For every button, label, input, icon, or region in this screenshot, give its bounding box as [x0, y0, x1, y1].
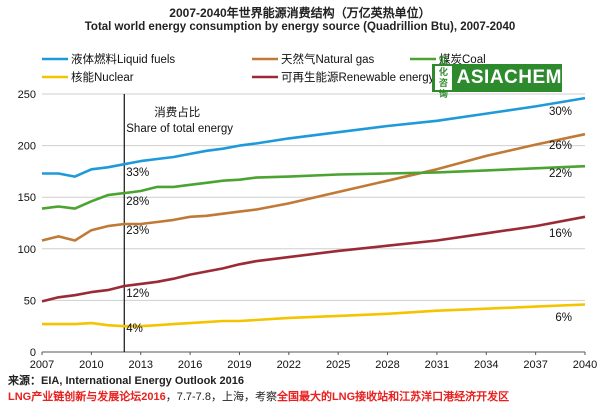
y-tick-label: 100: [18, 244, 36, 256]
x-tick-label: 2034: [474, 359, 498, 371]
series-line-0: [42, 96, 586, 178]
legend-label-0: 液体燃料Liquid fuels: [71, 52, 175, 66]
share-label-2040: 6%: [555, 312, 572, 324]
legend-label-4: 可再生能源Renewable energy: [281, 70, 435, 84]
legend-label-2: 煤炭Coal: [439, 53, 486, 66]
y-tick-label: 0: [30, 347, 36, 359]
x-tick-label: 2013: [128, 359, 152, 371]
share-label-2012: 23%: [126, 225, 149, 237]
event-name: LNG产业链创新与发展论坛2016: [8, 391, 166, 403]
logo-text: ASIACHEM: [456, 67, 562, 88]
share-label-2040: 22%: [549, 168, 572, 180]
x-tick-label: 2022: [277, 359, 301, 371]
x-tick-label: 2025: [326, 359, 350, 371]
y-tick-label: 250: [18, 89, 36, 101]
x-tick-label: 2037: [523, 359, 547, 371]
source-note: 来源：EIA, International Energy Outlook 201…: [8, 375, 244, 387]
chart-title-en: Total world energy consumption by energy…: [84, 21, 516, 33]
x-tick-label: 2031: [425, 359, 449, 371]
share-label-2012: 28%: [126, 196, 149, 208]
y-tick-label: 50: [24, 295, 36, 307]
x-tick-label: 2019: [227, 359, 251, 371]
annotation-cn: 消费占比: [154, 105, 200, 119]
share-label-2012: 33%: [126, 167, 149, 179]
x-tick-label: 2010: [79, 359, 103, 371]
annotation-en: Share of total energy: [126, 123, 233, 135]
share-label-2040: 16%: [549, 228, 572, 240]
share-label-2040: 26%: [549, 140, 572, 152]
share-label-2012: 4%: [126, 323, 143, 335]
logo-seal: 亚化 咨询: [434, 56, 453, 99]
x-tick-label: 2028: [375, 359, 399, 371]
share-label-2040: 30%: [549, 106, 572, 118]
event-details: ，7.7-7.8，上海，考察: [165, 391, 277, 403]
x-tick-label: 2007: [30, 359, 54, 371]
chart-title-cn: 2007-2040年世界能源消费结构（万亿英热单位）: [169, 6, 431, 20]
legend-label-3: 核能Nuclear: [71, 70, 134, 84]
series-line-2: [41, 164, 586, 210]
asiachem-logo: 亚化 咨询 ASIACHEM: [432, 56, 562, 99]
legend-label-1: 天然气Natural gas: [281, 52, 375, 66]
series-line-1: [41, 132, 586, 242]
x-tick-label: 2016: [178, 359, 202, 371]
y-tick-label: 200: [18, 141, 36, 153]
y-tick-label: 150: [18, 192, 36, 204]
event-site: 全国最大的LNG接收站和江苏洋口港经济开发区: [276, 391, 510, 403]
x-tick-label: 2040: [573, 359, 597, 371]
series-line-4: [41, 215, 586, 303]
event-note: LNG产业链创新与发展论坛2016，7.7-7.8，上海，考察全国最大的LNG接…: [8, 388, 509, 404]
share-label-2012: 12%: [126, 288, 149, 300]
series-line-3: [42, 303, 586, 328]
